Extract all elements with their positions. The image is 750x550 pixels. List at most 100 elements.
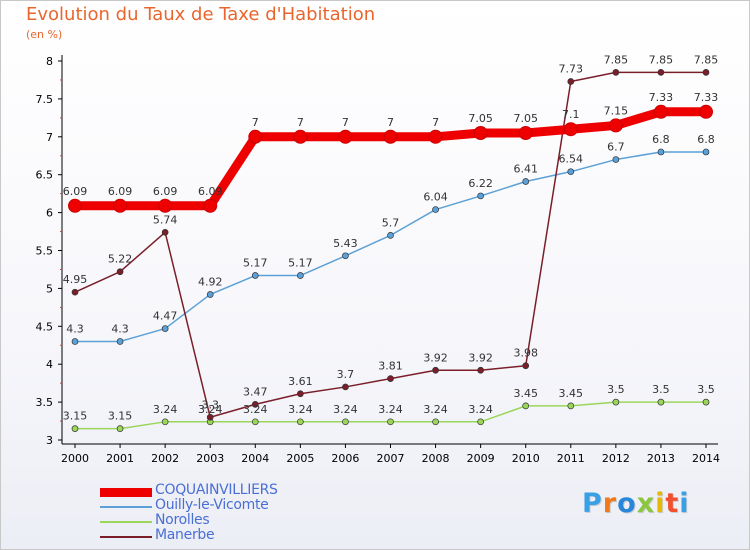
- data-label-ouilly-le-vicomte: 4.3: [66, 322, 84, 335]
- data-label-coquainvilliers: 7: [387, 116, 394, 129]
- data-label-coquainvilliers: 7: [297, 116, 304, 129]
- data-label-ouilly-le-vicomte: 6.7: [607, 141, 625, 154]
- point-manerbe: [116, 268, 124, 276]
- point-coquainvilliers: [608, 118, 623, 133]
- data-label-norolles: 3.15: [63, 410, 88, 423]
- data-label-manerbe: 4.95: [63, 273, 88, 286]
- x-tick-label: 2011: [557, 452, 585, 465]
- data-label-ouilly-le-vicomte: 5.17: [243, 257, 268, 270]
- data-label-manerbe: 3.7: [337, 368, 355, 381]
- data-label-norolles: 3.5: [652, 383, 670, 396]
- data-label-norolles: 3.45: [513, 387, 538, 400]
- data-label-norolles: 3.24: [468, 403, 493, 416]
- point-ouilly-le-vicomte: [342, 252, 349, 260]
- data-label-manerbe: 7.85: [604, 53, 629, 66]
- point-coquainvilliers: [518, 126, 533, 141]
- x-tick-label: 2000: [61, 452, 89, 465]
- point-manerbe: [297, 390, 304, 398]
- series-points: [68, 69, 713, 432]
- point-manerbe: [612, 69, 620, 76]
- x-tick-label: 2013: [647, 452, 675, 465]
- logo-letter: i: [655, 488, 666, 519]
- legend-swatch: [100, 506, 152, 508]
- point-norolles: [387, 418, 394, 426]
- logo-letter: x: [636, 488, 656, 519]
- point-manerbe: [71, 288, 79, 296]
- x-tick-label: 2012: [602, 452, 630, 465]
- data-label-ouilly-le-vicomte: 4.47: [153, 310, 178, 323]
- x-tick-label: 2001: [106, 452, 134, 465]
- logo-letter: o: [617, 488, 637, 519]
- point-coquainvilliers: [699, 104, 713, 119]
- data-label-manerbe: 7.85: [649, 53, 674, 66]
- point-ouilly-le-vicomte: [161, 325, 169, 332]
- legend-swatch: [100, 521, 152, 523]
- data-label-ouilly-le-vicomte: 6.8: [652, 133, 670, 146]
- data-label-norolles: 3.24: [423, 403, 448, 416]
- data-label-ouilly-le-vicomte: 6.04: [423, 191, 448, 204]
- point-manerbe: [161, 228, 169, 236]
- point-manerbe: [567, 78, 575, 85]
- x-tick-label: 2003: [196, 452, 224, 465]
- data-label-ouilly-le-vicomte: 4.92: [198, 275, 223, 288]
- data-label-norolles: 3.24: [378, 403, 403, 416]
- y-tick-label: 3.5: [36, 396, 54, 409]
- point-coquainvilliers: [563, 122, 578, 137]
- point-norolles: [161, 418, 169, 426]
- data-label-coquainvilliers: 7.1: [562, 108, 580, 121]
- y-tick-label: 6.5: [36, 169, 54, 182]
- point-manerbe: [477, 366, 484, 374]
- data-label-norolles: 3.24: [198, 403, 223, 416]
- point-coquainvilliers: [428, 129, 443, 144]
- x-tick-label: 2009: [467, 452, 495, 465]
- legend-label: COQUAINVILLIERS: [155, 482, 278, 498]
- x-tick-label: 2007: [377, 452, 405, 465]
- x-tick-label: 2006: [331, 452, 359, 465]
- proxiti-logo: Proxiti: [582, 488, 690, 519]
- data-label-coquainvilliers: 6.09: [63, 185, 88, 198]
- chart-subtitle: (en %): [26, 28, 63, 41]
- point-norolles: [71, 425, 79, 432]
- chart-title: Evolution du Taux de Taxe d'Habitation: [26, 4, 376, 25]
- data-label-ouilly-le-vicomte: 6.8: [697, 133, 715, 146]
- y-tick-label: 7.5: [36, 93, 54, 106]
- data-label-manerbe: 3.3: [201, 398, 219, 411]
- point-manerbe: [251, 401, 259, 408]
- logo-letter: i: [679, 488, 690, 519]
- data-label-norolles: 3.24: [153, 403, 178, 416]
- point-norolles: [522, 402, 530, 410]
- point-norolles: [297, 418, 304, 426]
- data-label-manerbe: 7.73: [559, 62, 584, 75]
- point-ouilly-le-vicomte: [477, 192, 484, 200]
- point-norolles: [251, 418, 259, 426]
- data-label-manerbe: 3.92: [468, 351, 493, 364]
- legend-swatch: [100, 487, 152, 497]
- logo-letter: t: [665, 488, 680, 519]
- y-tick-label: 6: [46, 207, 53, 220]
- data-label-manerbe: 3.98: [513, 347, 538, 360]
- point-ouilly-le-vicomte: [432, 206, 439, 213]
- x-tick-label: 2004: [241, 452, 269, 465]
- data-label-coquainvilliers: 6.09: [198, 185, 223, 198]
- point-coquainvilliers: [113, 198, 128, 213]
- data-label-coquainvilliers: 7: [432, 116, 439, 129]
- point-coquainvilliers: [473, 126, 488, 141]
- data-labels: 4.3 4.3 4.47 4.92 5.17 5.17 5.43 5.7 6.04 6.22 6.4…: [63, 53, 719, 422]
- point-coquainvilliers: [653, 104, 668, 119]
- point-ouilly-le-vicomte: [657, 148, 665, 156]
- y-tick-label: 4.5: [36, 320, 54, 333]
- y-tick-label: 5: [46, 282, 53, 295]
- data-label-ouilly-le-vicomte: 6.54: [559, 153, 584, 166]
- point-norolles: [432, 418, 439, 426]
- data-label-coquainvilliers: 7: [252, 116, 259, 129]
- y-tick-label: 5.5: [36, 245, 54, 258]
- point-norolles: [657, 398, 665, 406]
- chart-axes: 3 3.5 4 4.5 5 5.5 6 6.5 7 7.5 8 2000 2001 2002 2003 200…: [36, 55, 720, 465]
- data-label-coquainvilliers: 7.33: [694, 91, 719, 104]
- logo-letter: r: [602, 488, 618, 519]
- legend-swatch: [100, 536, 152, 538]
- point-norolles: [116, 425, 124, 432]
- data-label-manerbe: 5.74: [153, 213, 178, 226]
- point-ouilly-le-vicomte: [567, 168, 575, 176]
